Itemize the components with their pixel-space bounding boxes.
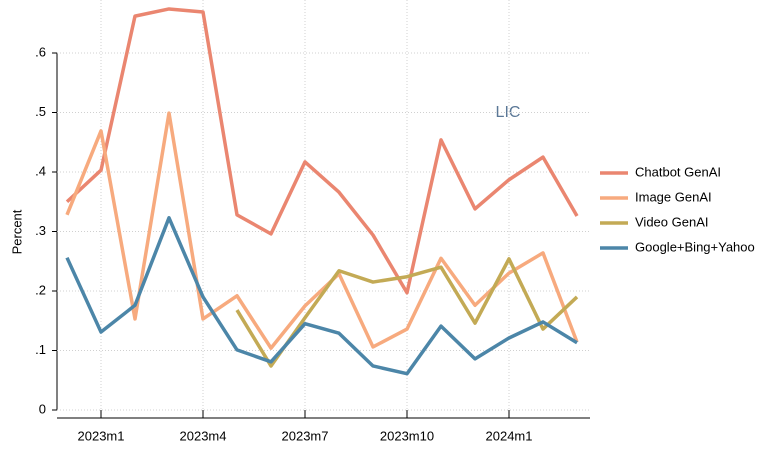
legend-label: Google+Bing+Yahoo (635, 239, 755, 254)
y-tick-label: .4 (35, 163, 46, 178)
y-tick-label: .3 (35, 223, 46, 238)
legend-label: Chatbot GenAI (635, 164, 721, 179)
y-tick-label: .1 (35, 342, 46, 357)
y-tick-label: .5 (35, 104, 46, 119)
series-line (65, 111, 579, 350)
y-axis-label: Percent (9, 209, 24, 254)
x-tick-label: 2023m10 (380, 428, 434, 443)
legend-label: Image GenAI (635, 189, 712, 204)
series-line (65, 7, 579, 295)
x-tick-label: 2023m4 (180, 428, 227, 443)
x-tick-label: 2023m7 (282, 428, 329, 443)
y-tick-label: .2 (35, 282, 46, 297)
series-line (65, 216, 578, 376)
x-tick-label: 2023m1 (78, 428, 125, 443)
y-tick-label: 0 (39, 401, 46, 416)
y-tick-label: .6 (35, 44, 46, 59)
x-tick-label: 2024m1 (486, 428, 533, 443)
legend-label: Video GenAI (635, 214, 708, 229)
